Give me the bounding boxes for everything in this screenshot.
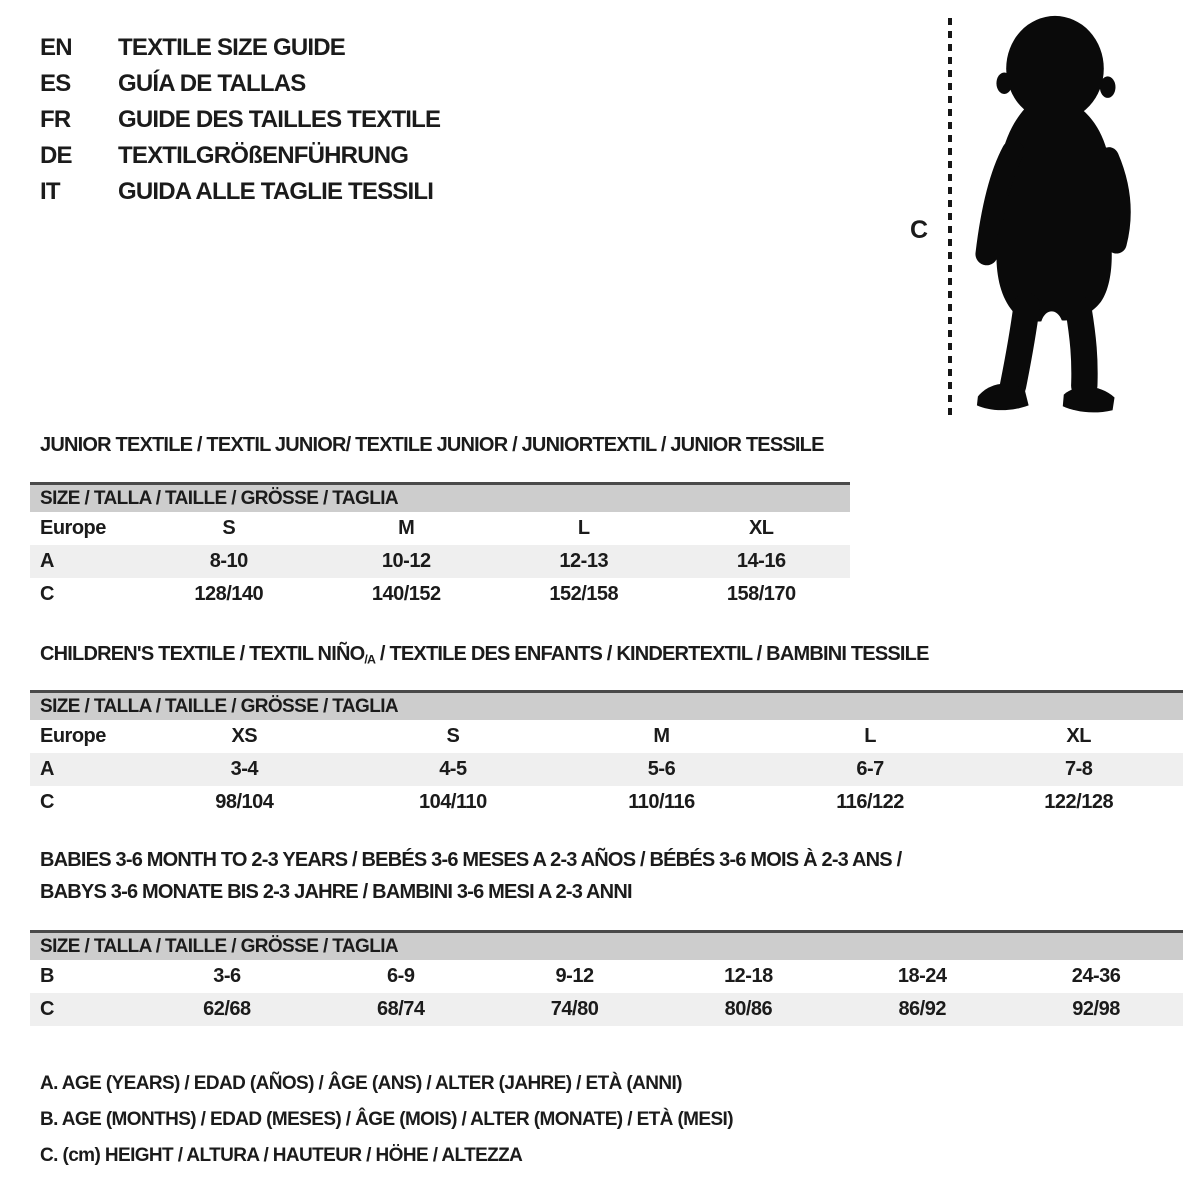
age-cell: 5-6 [647, 758, 676, 780]
height-cell: 86/92 [898, 998, 946, 1020]
size-header-label: SIZE / TALLA / TAILLE / GRÖSSE / TAGLIA [40, 695, 399, 717]
age-cell: 14-16 [736, 550, 786, 572]
age-cell: 6-9 [387, 965, 415, 987]
height-measure-label: C [910, 216, 929, 244]
size-cell: L [577, 517, 590, 539]
size-cell: S [222, 517, 236, 539]
row-label: A [40, 758, 54, 780]
age-cell: 9-12 [555, 965, 595, 987]
size-cell: M [398, 517, 415, 539]
height-measure-dashed-line [948, 18, 952, 416]
size-header-bar: SIZE / TALLA / TAILLE / GRÖSSE / TAGLIA [30, 930, 1183, 960]
language-code: FR [40, 106, 71, 133]
language-code: IT [40, 178, 61, 205]
language-row-es: ES GUÍA DE TALLAS [40, 66, 600, 102]
age-cell: 12-13 [559, 550, 609, 572]
children-heading-pre: CHILDREN'S TEXTILE / TEXTIL NIÑO [40, 643, 365, 665]
size-header-label: SIZE / TALLA / TAILLE / GRÖSSE / TAGLIA [40, 487, 399, 509]
table-row-height: C 128/140 140/152 152/158 158/170 [30, 578, 850, 611]
guide-title-en: TEXTILE SIZE GUIDE [118, 34, 346, 61]
age-cell: 24-36 [1071, 965, 1121, 987]
height-cell: 158/170 [726, 583, 796, 605]
language-row-en: EN TEXTILE SIZE GUIDE [40, 30, 600, 66]
table-row-age: A 8-10 10-12 12-13 14-16 [30, 545, 850, 578]
row-label: C [40, 583, 54, 605]
size-cell: XS [231, 725, 258, 747]
height-cell: 110/116 [628, 791, 695, 813]
height-cell: 74/80 [550, 998, 599, 1020]
row-label: B [40, 965, 54, 987]
babies-section-heading-line1: BABIES 3-6 MONTH TO 2-3 YEARS / BEBÉS 3-… [40, 849, 902, 871]
language-code: EN [40, 34, 73, 61]
language-title-list: EN TEXTILE SIZE GUIDE ES GUÍA DE TALLAS … [40, 30, 600, 210]
row-label: A [40, 550, 54, 572]
age-cell: 8-10 [209, 550, 249, 572]
age-cell: 10-12 [381, 550, 431, 572]
size-cell: M [653, 725, 670, 747]
height-cell: 62/68 [203, 998, 251, 1020]
size-cell: L [864, 725, 876, 747]
age-cell: 7-8 [1064, 758, 1093, 780]
language-row-de: DE TEXTILGRÖßENFÜHRUNG [40, 138, 600, 174]
age-cell: 4-5 [439, 758, 467, 780]
table-row-europe: Europe S M L XL [30, 512, 850, 545]
language-row-it: IT GUIDA ALLE TAGLIE TESSILI [40, 174, 600, 210]
children-heading-subscript: /A [364, 652, 376, 667]
height-cell: 68/74 [376, 998, 425, 1020]
row-label: Europe [40, 517, 106, 539]
size-cell: XL [748, 517, 774, 539]
age-cell: 12-18 [724, 965, 773, 987]
legend-line-c: C. (cm) HEIGHT / ALTURA / HAUTEUR / HÖHE… [40, 1145, 523, 1166]
guide-title-it: GUIDA ALLE TAGLIE TESSILI [118, 178, 434, 205]
height-cell: 152/158 [549, 583, 619, 605]
height-cell: 128/140 [194, 583, 264, 605]
row-label: C [40, 998, 54, 1020]
age-cell: 6-7 [856, 758, 884, 780]
babies-size-table: SIZE / TALLA / TAILLE / GRÖSSE / TAGLIA … [30, 930, 1183, 1026]
junior-size-table: SIZE / TALLA / TAILLE / GRÖSSE / TAGLIA … [30, 482, 850, 611]
height-cell: 80/86 [724, 998, 773, 1020]
junior-section-heading: JUNIOR TEXTILE / TEXTIL JUNIOR/ TEXTILE … [40, 434, 824, 456]
height-cell: 98/104 [215, 791, 274, 813]
size-cell: XL [1066, 725, 1091, 747]
table-row-age: A 3-4 4-5 5-6 6-7 7-8 [30, 753, 1183, 786]
table-row-europe: Europe XS S M L XL [30, 720, 1183, 753]
guide-title-de: TEXTILGRÖßENFÜHRUNG [118, 142, 409, 169]
language-code: ES [40, 70, 71, 97]
legend-line-a: A. AGE (YEARS) / EDAD (AÑOS) / ÂGE (ANS)… [40, 1073, 683, 1094]
guide-title-es: GUÍA DE TALLAS [118, 70, 306, 97]
height-cell: 122/128 [1044, 791, 1114, 813]
toddler-silhouette-icon [975, 15, 1131, 413]
babies-section-heading-line2: BABYS 3-6 MONATE BIS 2-3 JAHRE / BAMBINI… [40, 881, 633, 903]
guide-title-fr: GUIDE DES TAILLES TEXTILE [118, 106, 441, 133]
height-cell: 92/98 [1072, 998, 1120, 1020]
children-heading-post: / TEXTILE DES ENFANTS / KINDERTEXTIL / B… [375, 643, 930, 665]
height-cell: 116/122 [836, 791, 904, 813]
size-cell: S [446, 725, 460, 747]
age-cell: 3-4 [230, 758, 259, 780]
language-row-fr: FR GUIDE DES TAILLES TEXTILE [40, 102, 600, 138]
size-header-bar: SIZE / TALLA / TAILLE / GRÖSSE / TAGLIA [30, 482, 850, 512]
language-code: DE [40, 142, 73, 169]
height-cell: 104/110 [419, 791, 487, 813]
legend-line-b: B. AGE (MONTHS) / EDAD (MESES) / ÂGE (MO… [40, 1109, 734, 1130]
table-row-age-months: B 3-6 6-9 9-12 12-18 18-24 24-36 [30, 960, 1183, 993]
size-header-label: SIZE / TALLA / TAILLE / GRÖSSE / TAGLIA [40, 935, 399, 957]
children-section-heading: CHILDREN'S TEXTILE / TEXTIL NIÑO/A / TEX… [40, 643, 929, 666]
age-cell: 3-6 [213, 965, 241, 987]
row-label: C [40, 791, 54, 813]
children-size-table: SIZE / TALLA / TAILLE / GRÖSSE / TAGLIA … [30, 690, 1183, 819]
table-row-height: C 62/68 68/74 74/80 80/86 86/92 92/98 [30, 993, 1183, 1026]
measure-legend: A. AGE (YEARS) / EDAD (AÑOS) / ÂGE (ANS)… [40, 1066, 734, 1174]
row-label: Europe [40, 725, 106, 747]
height-cell: 140/152 [371, 583, 441, 605]
table-row-height: C 98/104 104/110 110/116 116/122 122/128 [30, 786, 1183, 819]
size-header-bar: SIZE / TALLA / TAILLE / GRÖSSE / TAGLIA [30, 690, 1183, 720]
age-cell: 18-24 [897, 965, 947, 987]
